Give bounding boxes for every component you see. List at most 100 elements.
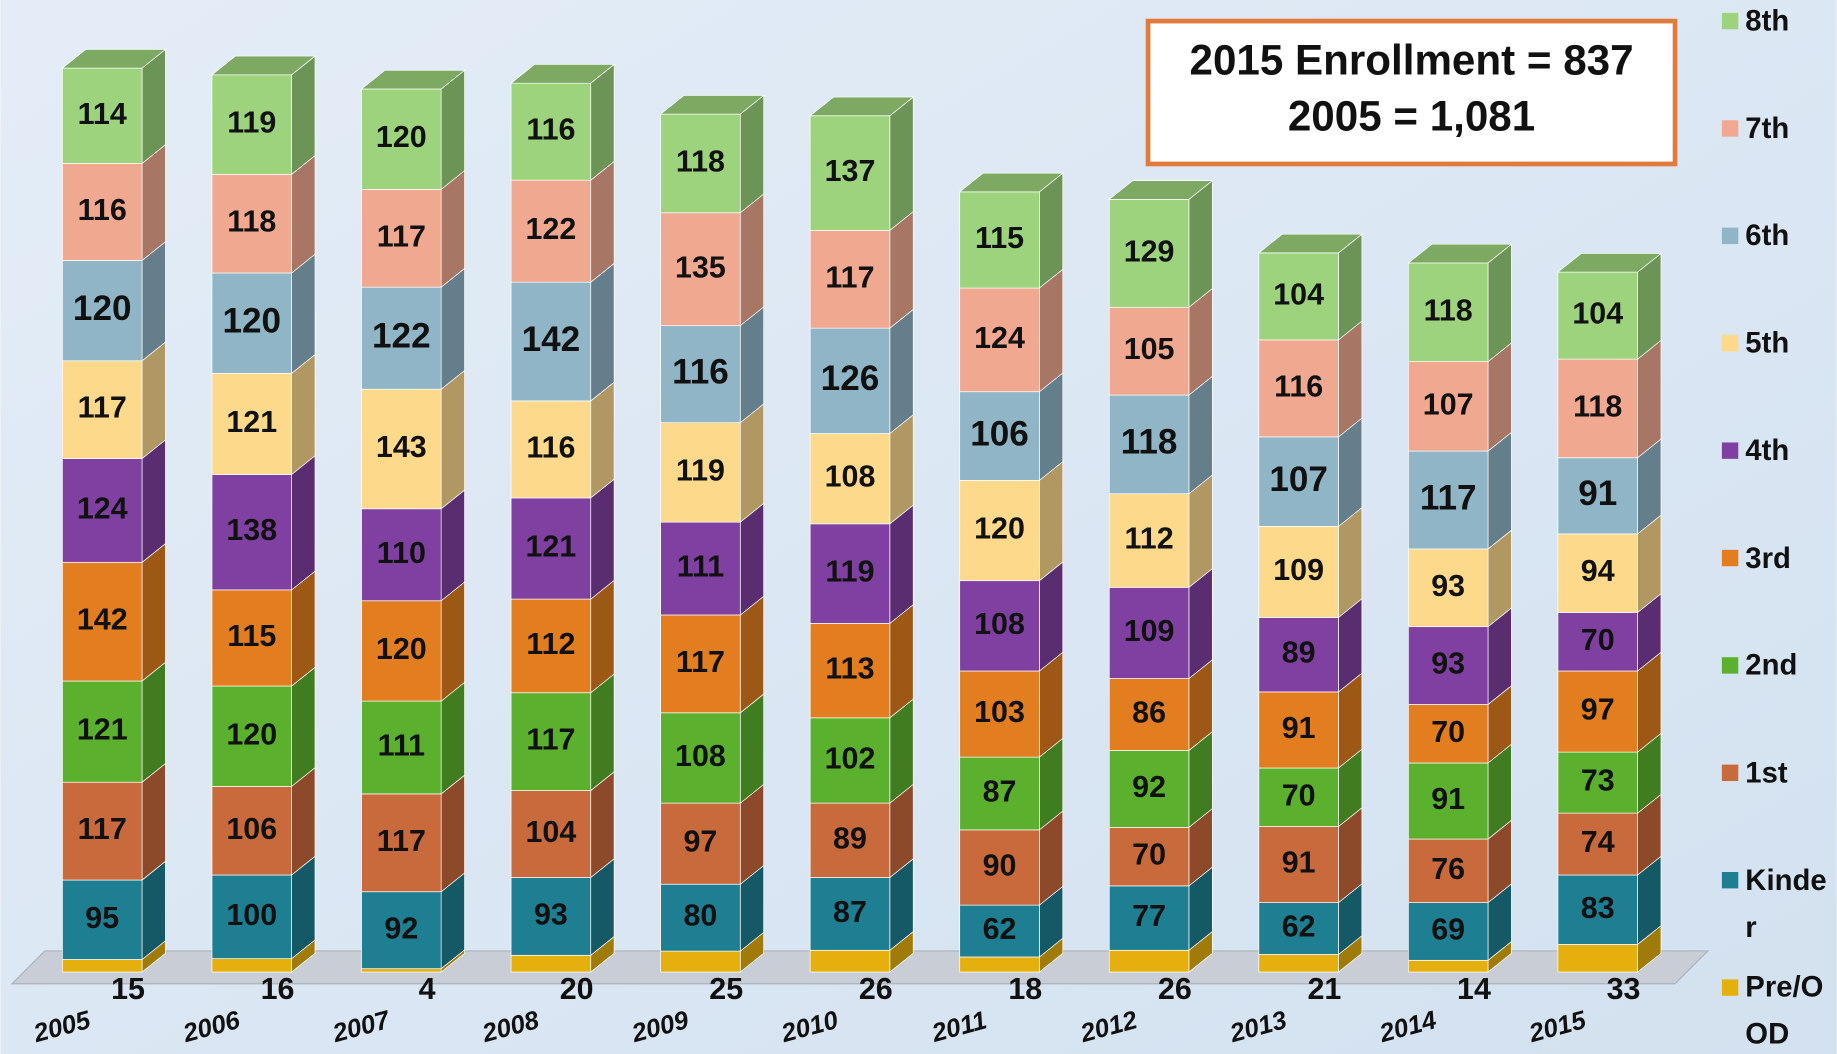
bar-side [1039,460,1064,582]
bar-side [440,581,465,702]
bar-segment [361,388,442,510]
legend-swatch [1721,12,1739,30]
value-label: 102 [825,742,876,776]
bar-segment [660,521,741,616]
value-label: 126 [821,359,880,398]
bar-segment [1557,271,1638,360]
bar-segment [211,958,292,973]
legend-item: 8th [1745,4,1790,38]
value-label: 104 [525,815,576,849]
value-label: 87 [833,895,867,929]
bar-segment [62,163,143,261]
bar-side [889,308,914,435]
legend-label: Kinder [1745,863,1827,944]
value-label: 138 [226,513,277,547]
value-label: 107 [1423,387,1474,421]
value-label: 74 [1581,825,1615,859]
value-label: 14 [1457,972,1491,1006]
legend-item: 1st [1745,756,1787,789]
bar-segment [1557,457,1638,535]
legend-label: 8th [1745,4,1790,38]
bar-segment [361,88,442,190]
bar-side [889,504,914,625]
value-label: 117 [377,824,426,858]
bar-side [739,595,765,714]
value-label: 26 [1158,972,1192,1006]
bar-side [889,603,914,719]
value-label: 25 [709,972,743,1006]
bar-segment [361,189,442,288]
bar-segment [1408,762,1489,840]
bar-segment [660,712,741,804]
bar-segment [809,802,891,878]
bar-segment [809,115,891,231]
value-label: 115 [975,221,1024,255]
legend-label: Pre/OOD [1745,971,1824,1051]
value-label: 142 [77,603,128,637]
value-label: 117 [377,219,426,253]
value-label: 92 [384,911,418,945]
bar-segment [62,561,143,682]
value-label: 108 [825,460,876,494]
value-label: 91 [1282,846,1316,880]
bar-top [809,96,915,117]
value-label: 118 [1573,389,1622,423]
bar-side [141,240,166,362]
value-label: 70 [1282,778,1316,812]
bar-side [889,96,914,232]
legend-swatch [1721,227,1739,245]
bar-side [291,253,316,375]
bar-segment [1408,450,1489,550]
legend-swatch [1721,657,1739,674]
bar-top [659,95,765,115]
value-label: 142 [522,320,581,359]
bar-segment [809,229,891,329]
legend-item: 7th [1745,112,1789,145]
bar-segment [1258,525,1339,618]
value-label: 118 [676,144,725,178]
value-label: 106 [226,812,277,846]
bar-segment [959,580,1040,672]
bar-segment [211,272,292,374]
value-label: 91 [1282,711,1316,745]
value-label: 116 [672,352,729,391]
bar-side [141,341,166,460]
value-label: 120 [226,717,277,751]
value-label: 120 [73,289,132,328]
legend-swatch [1721,335,1739,352]
bar-segment [1258,691,1339,769]
bar-segment [809,327,891,434]
bar-side [1338,320,1363,438]
value-label: 112 [526,627,575,661]
legend-label: 4th [1745,434,1790,468]
bar-side [1188,179,1213,308]
legend-swatch [1721,764,1739,782]
value-label: 118 [227,205,276,239]
bar-side [440,489,465,602]
bar-segment [1408,262,1489,362]
value-label: 117 [825,260,874,294]
bar-segment [1108,678,1190,751]
bar-side [1039,268,1064,393]
annotation: 2015 Enrollment = 837 [1190,36,1634,83]
bar-side [889,210,914,329]
value-label: 104 [1273,277,1324,311]
legend-label: 2nd [1745,649,1798,682]
bar-side [590,160,615,283]
bar-segment [1108,949,1190,973]
bar-segment [211,786,292,876]
bar-segment [510,82,592,181]
bar-segment [62,959,143,973]
bar-side [590,673,615,792]
bar-segment [361,891,442,970]
bar-segment [1408,959,1489,973]
bar-segment [959,904,1040,958]
value-label: 117 [676,645,725,679]
bar-side [440,267,465,390]
bar-side [291,666,316,788]
bar-top [1257,233,1363,254]
bar-segment [1408,704,1489,764]
bar-segment [660,113,741,214]
bar-segment [1408,361,1489,452]
